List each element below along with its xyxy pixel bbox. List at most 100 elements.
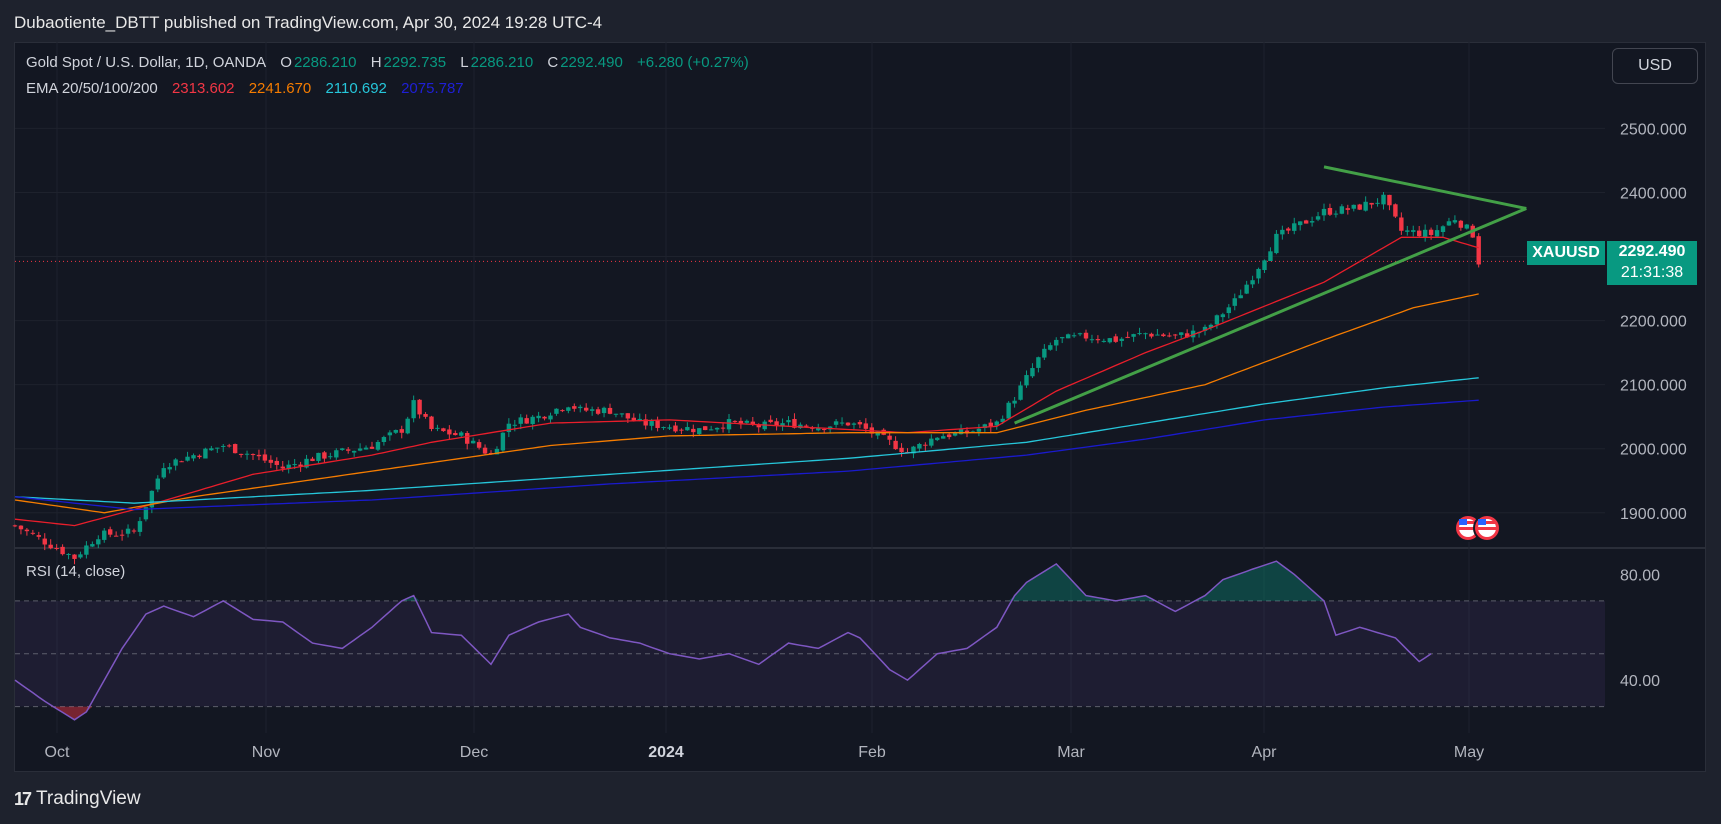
candle-body: [655, 419, 660, 428]
candle-body: [1387, 194, 1392, 206]
close-value: 2292.490: [560, 54, 623, 71]
candle-body: [131, 530, 137, 532]
rsi-axis-tick-label: 40.00: [1620, 673, 1660, 690]
candle-body: [929, 438, 934, 446]
candle-body: [1173, 334, 1178, 336]
ema100-value: 2110.692: [325, 80, 387, 97]
change-value: +6.280 (+0.27%): [636, 54, 749, 71]
candle-body: [280, 466, 285, 469]
candle-body: [24, 529, 30, 532]
candle-body: [215, 447, 220, 449]
chart-frame[interactable]: [14, 42, 1706, 772]
candle-body: [411, 400, 416, 419]
candle-body: [1292, 223, 1297, 231]
candle-body: [387, 432, 393, 436]
candle-body: [804, 425, 809, 427]
candle-body: [1464, 224, 1469, 229]
candle-body: [1440, 226, 1446, 233]
x-axis-tick-label: Feb: [858, 744, 886, 761]
candle-body: [964, 430, 970, 434]
candle-body: [66, 553, 71, 555]
low-value: 2286.210: [470, 54, 534, 71]
ema20-line: [14, 236, 1479, 527]
candle-body: [756, 425, 761, 428]
ema100-line: [14, 377, 1479, 504]
candle-body: [1303, 220, 1309, 224]
candle-body: [1339, 206, 1345, 214]
candle-body: [851, 423, 857, 425]
candle-body: [988, 422, 993, 428]
candle-body: [1393, 204, 1398, 217]
candle-body: [155, 478, 160, 490]
y-axis-tick-label: 2100.000: [1620, 378, 1687, 395]
candle-body: [1048, 345, 1053, 350]
candle-body: [786, 420, 791, 423]
candle-body: [649, 421, 654, 426]
candle-body: [1434, 230, 1440, 237]
candle-body: [1060, 337, 1065, 339]
candle-body: [976, 428, 982, 432]
x-axis-tick-label: Oct: [45, 744, 70, 761]
candle-body: [1155, 334, 1160, 336]
candle-body: [780, 423, 785, 427]
candle-body: [1357, 204, 1362, 210]
candle-body: [661, 427, 666, 429]
candle-body: [1036, 357, 1041, 368]
candle-body: [875, 431, 880, 436]
candle-body: [584, 407, 589, 411]
candle-body: [48, 544, 53, 549]
candle-body: [453, 433, 458, 436]
candle-body: [1107, 338, 1112, 343]
candle-body: [941, 436, 946, 439]
symbol-title: Gold Spot / U.S. Dollar, 1D, OANDA: [26, 54, 267, 71]
candle-body: [238, 453, 244, 455]
candle-body: [227, 445, 232, 447]
ema200-line: [14, 399, 1479, 511]
flag-canton: [1459, 519, 1467, 525]
candle-body: [119, 534, 125, 536]
candle-body: [833, 421, 839, 425]
candle-body: [1417, 230, 1422, 237]
candle-body: [1220, 314, 1226, 318]
candle-body: [595, 409, 601, 414]
candle-body: [1131, 334, 1136, 337]
candle-body: [322, 452, 327, 459]
candle-body: [994, 421, 999, 426]
open-label: O: [280, 54, 292, 71]
candle-body: [18, 525, 24, 530]
candle-body: [691, 428, 696, 433]
candle-body: [60, 546, 65, 555]
y-axis-tick-label: 2200.000: [1620, 314, 1687, 331]
ema50-value: 2241.670: [248, 80, 312, 97]
candle-body: [1024, 375, 1029, 386]
candle-body: [613, 413, 619, 415]
candle-body: [197, 455, 202, 458]
candle-body: [607, 407, 613, 414]
footer: 17 TradingView: [14, 785, 141, 813]
close-label: C: [547, 54, 559, 71]
candle-body: [54, 548, 59, 550]
candle-body: [1399, 217, 1404, 231]
candle-body: [1149, 333, 1154, 337]
candle-body: [1351, 204, 1356, 209]
symbol-legend: Gold Spot / U.S. Dollar, 1D, OANDA O 2286…: [26, 54, 751, 71]
candle-body: [911, 446, 916, 454]
candle-body: [1184, 333, 1190, 338]
candle-body: [179, 461, 184, 463]
last-price-tag: 2292.490 21:31:38: [1607, 241, 1697, 285]
candle-body: [542, 416, 547, 419]
flag-stripe: [1459, 527, 1477, 530]
candle-body: [459, 432, 464, 436]
candle-body: [405, 418, 410, 434]
candle-body: [572, 406, 577, 409]
currency-button[interactable]: USD: [1612, 48, 1698, 84]
candle-body: [1458, 220, 1464, 228]
flag-canton: [1478, 519, 1486, 525]
candle-body: [494, 448, 500, 455]
candle-body: [232, 444, 238, 454]
candle-body: [268, 459, 274, 463]
candle-body: [476, 442, 482, 448]
candle-body: [173, 459, 178, 466]
candle-body: [518, 417, 523, 424]
